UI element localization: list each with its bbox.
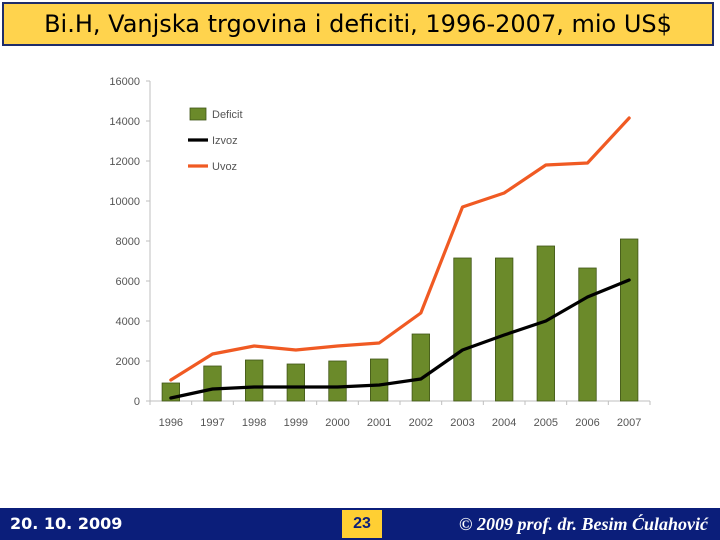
y-tick-label: 0 xyxy=(134,396,140,408)
x-tick-label: 2006 xyxy=(575,417,599,429)
deficit-bar xyxy=(245,359,264,402)
deficit-bar xyxy=(411,333,430,402)
legend-label-izvoz: Izvoz xyxy=(212,135,238,147)
y-tick-label: 6000 xyxy=(116,276,140,288)
y-tick-label: 2000 xyxy=(116,356,140,368)
x-tick-label: 2007 xyxy=(617,417,641,429)
legend-label-uvoz: Uvoz xyxy=(212,161,237,173)
title-banner: Bi.H, Vanjska trgovina i deficiti, 1996-… xyxy=(2,2,714,46)
x-tick-label: 2005 xyxy=(534,417,558,429)
x-tick-label: 1999 xyxy=(284,417,308,429)
trade-chart: 0 2000 4000 6000 8000 10000 12000 14000 16000 199… xyxy=(109,76,651,429)
y-tick-label: 8000 xyxy=(116,236,140,248)
deficit-bar xyxy=(495,257,514,402)
deficit-bar xyxy=(370,358,389,402)
y-tick-label: 12000 xyxy=(109,156,140,168)
y-tick-label: 16000 xyxy=(109,76,140,88)
izvoz-line xyxy=(169,278,631,400)
footer-bar: 20. 10. 2009 23 © 2009 prof. dr. Besim Ć… xyxy=(0,508,720,540)
footer-date: 20. 10. 2009 xyxy=(10,514,123,533)
deficit-bar xyxy=(620,238,639,402)
y-tick-label: 10000 xyxy=(109,196,140,208)
y-tick-label: 14000 xyxy=(109,116,140,128)
deficit-bar xyxy=(286,363,305,402)
legend-label-deficit: Deficit xyxy=(212,109,243,121)
deficit-bar xyxy=(578,267,597,402)
x-tick-label: 2001 xyxy=(367,417,391,429)
page-number: 23 xyxy=(342,510,382,538)
legend-swatch-deficit xyxy=(189,107,207,121)
page-title: Bi.H, Vanjska trgovina i deficiti, 1996-… xyxy=(44,10,672,38)
x-tick-label: 1996 xyxy=(159,417,183,429)
deficit-bar xyxy=(453,257,472,402)
x-tick-label: 2003 xyxy=(450,417,474,429)
deficit-bar xyxy=(328,360,347,402)
x-tick-label: 2004 xyxy=(492,417,516,429)
x-tick-label: 2000 xyxy=(325,417,349,429)
x-tick-label: 1998 xyxy=(242,417,266,429)
copyright-text: © 2009 prof. dr. Besim Ćulahović xyxy=(459,514,708,534)
y-tick-label: 4000 xyxy=(116,316,140,328)
x-tick-label: 2002 xyxy=(409,417,433,429)
x-tick-label: 1997 xyxy=(200,417,224,429)
uvoz-line xyxy=(169,116,631,382)
deficit-bar xyxy=(203,365,222,402)
